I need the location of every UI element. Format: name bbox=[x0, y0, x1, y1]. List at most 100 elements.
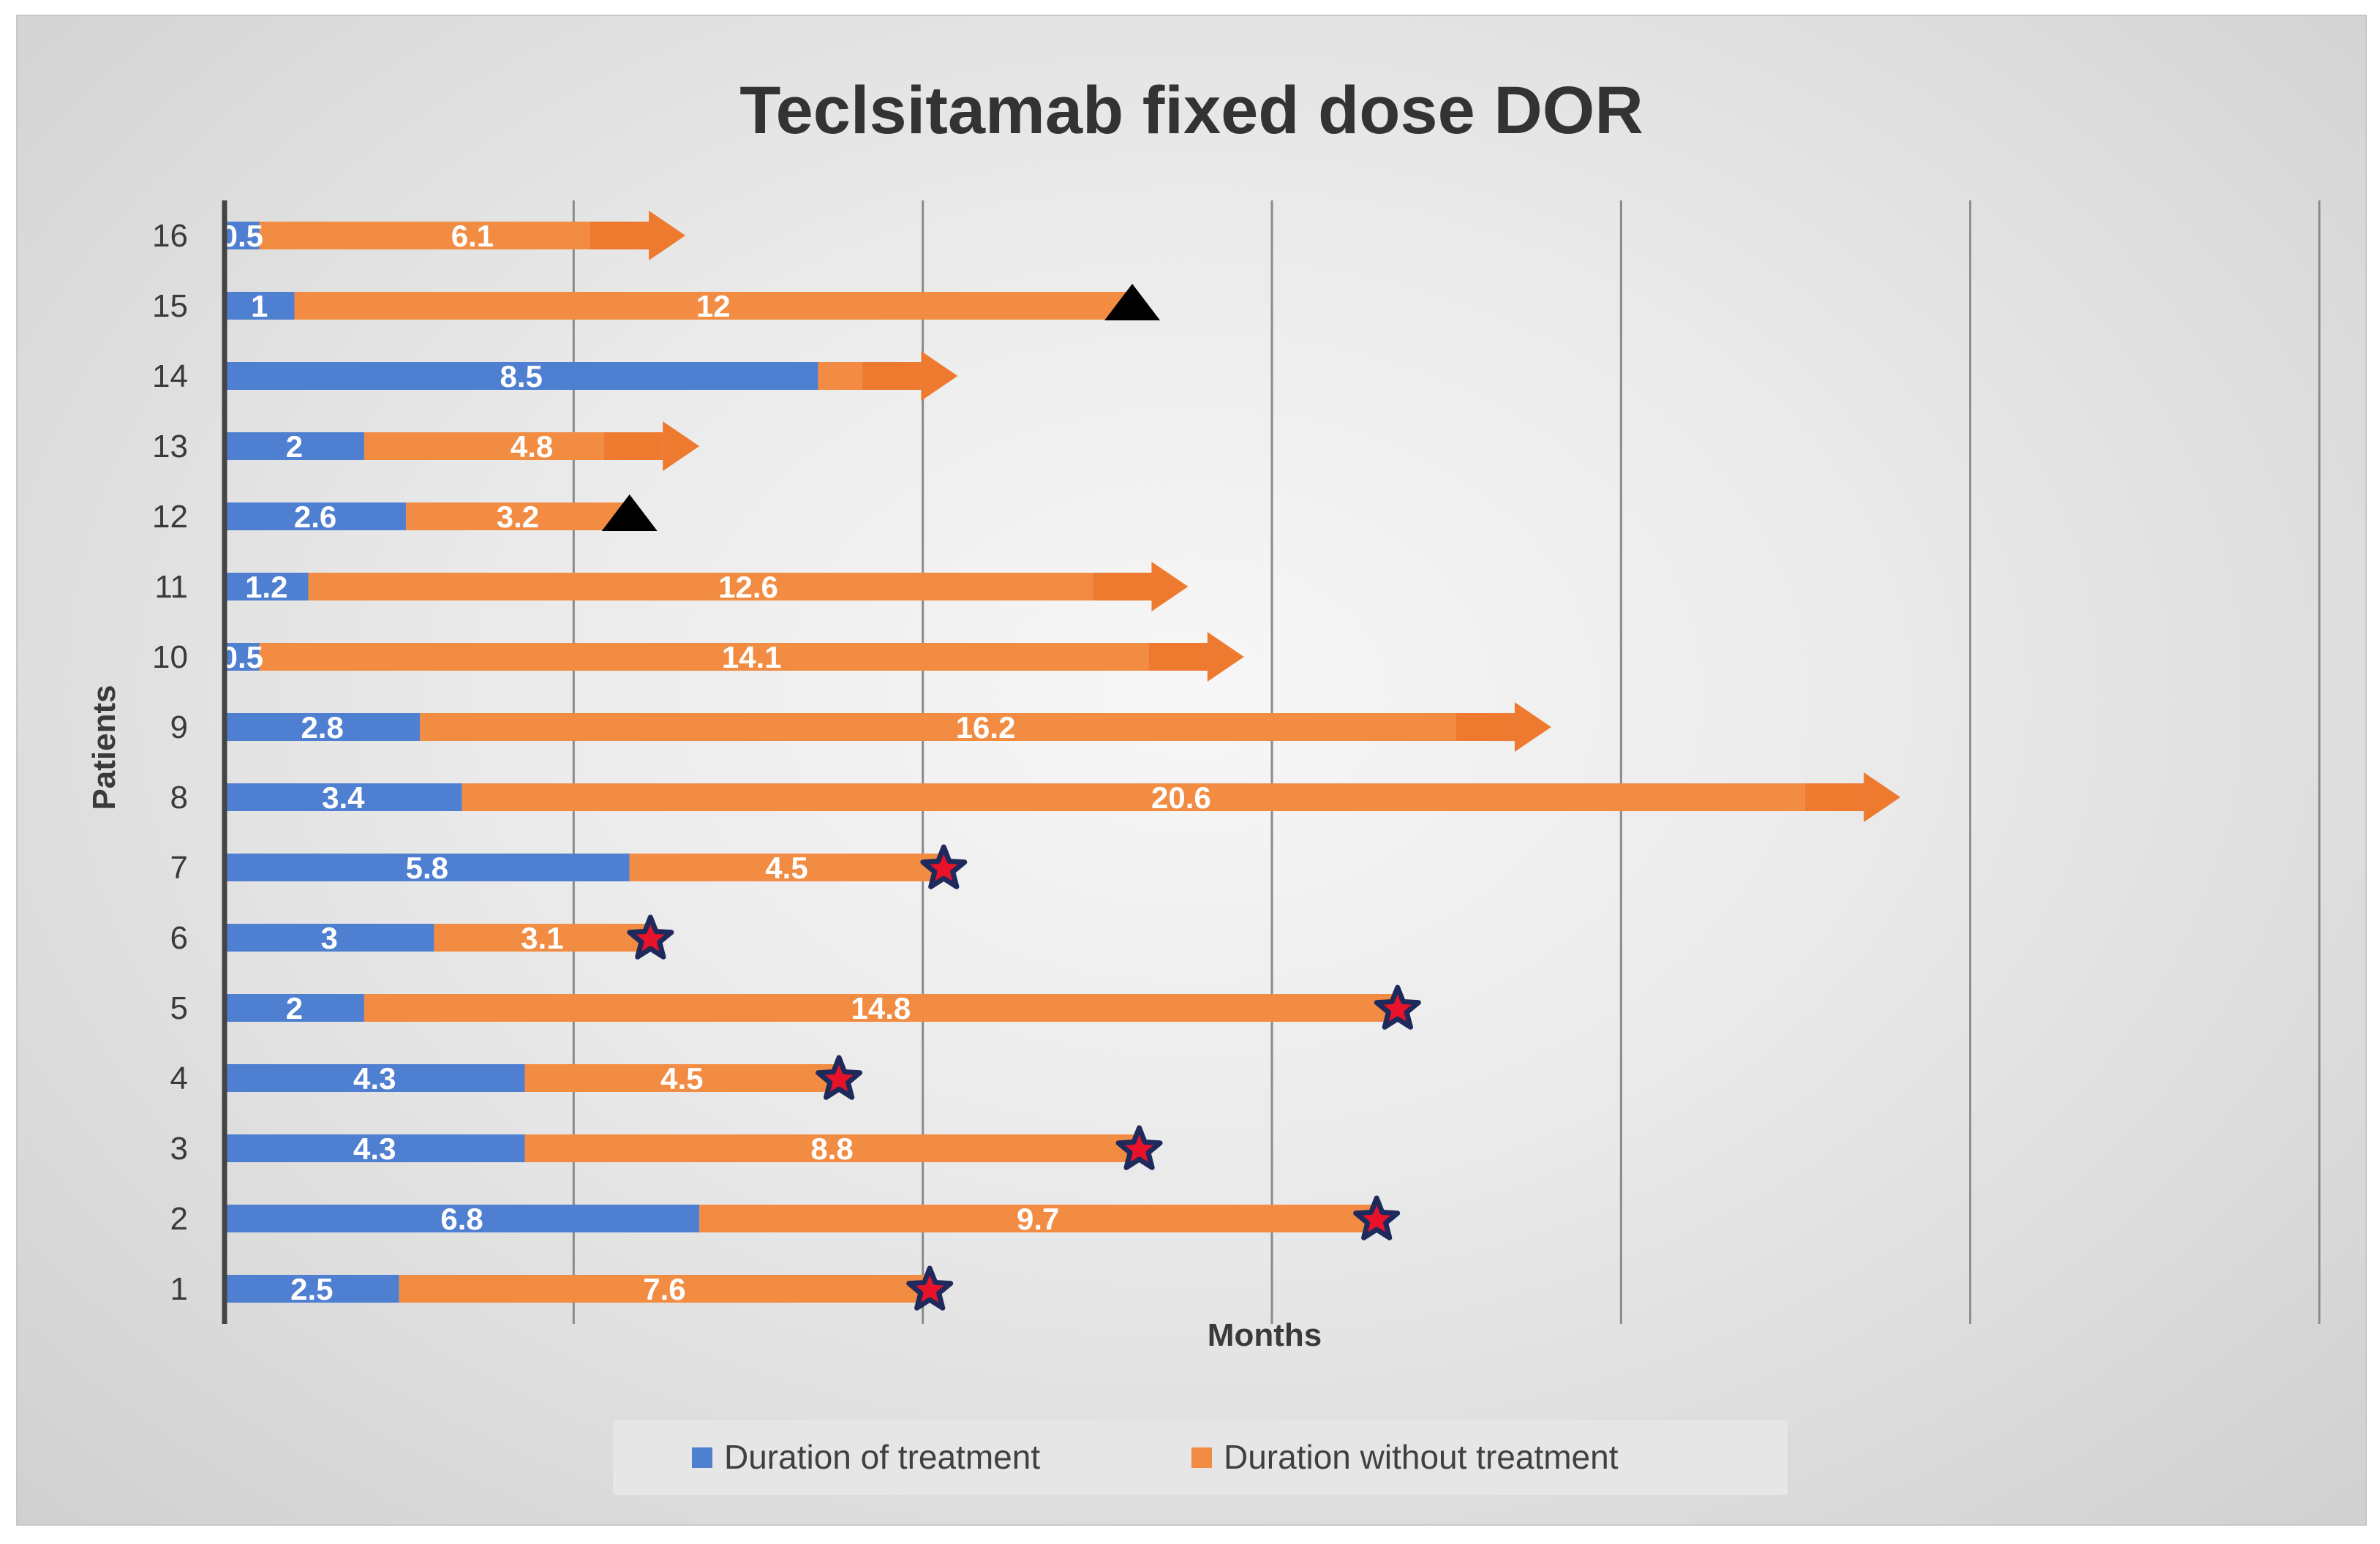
y-tick-label-16: 16 bbox=[152, 218, 188, 254]
data-label-treatment-patient-4: 4.3 bbox=[353, 1061, 396, 1096]
bar-treatment-patient-13 bbox=[225, 432, 364, 460]
triangle-marker-patient-12 bbox=[601, 494, 658, 531]
star-marker-patient-4 bbox=[816, 1055, 863, 1100]
data-label-treatment-patient-12: 2.6 bbox=[294, 500, 336, 534]
chart: Teclsitamab fixed dose DOR 2.5 7.6 6.8 9.7 4… bbox=[86, 73, 2321, 1495]
y-tick-label-9: 9 bbox=[170, 709, 188, 745]
bar-treatment-patient-5 bbox=[225, 994, 364, 1022]
star-marker-patient-3 bbox=[1115, 1125, 1163, 1170]
legend-label-duration-of-treatment: Duration of treatment bbox=[724, 1438, 1040, 1476]
arrow-shaft-patient-9 bbox=[1456, 713, 1515, 741]
data-label-no-treatment-patient-8: 20.6 bbox=[1151, 780, 1211, 815]
y-tick-label-3: 3 bbox=[170, 1131, 188, 1167]
arrow-head-patient-9 bbox=[1514, 702, 1551, 752]
data-label-treatment-patient-16: 0.5 bbox=[221, 219, 263, 253]
y-tick-label-13: 13 bbox=[152, 429, 188, 464]
triangle-marker-patient-15 bbox=[1104, 284, 1161, 320]
y-tick-label-5: 5 bbox=[170, 990, 188, 1026]
data-label-treatment-patient-13: 2 bbox=[286, 429, 303, 464]
bar-treatment-patient-1 bbox=[225, 1275, 399, 1303]
arrow-head-patient-16 bbox=[649, 211, 686, 260]
bar-treatment-patient-12 bbox=[225, 502, 407, 530]
bar-no-treatment-patient-1 bbox=[399, 1275, 930, 1303]
data-label-treatment-patient-14: 8.5 bbox=[500, 359, 543, 393]
bar-treatment-patient-4 bbox=[225, 1064, 525, 1092]
end-markers bbox=[590, 211, 1901, 1311]
data-label-treatment-patient-9: 2.8 bbox=[301, 710, 343, 745]
data-label-no-treatment-patient-6: 3.1 bbox=[521, 921, 563, 955]
bar-treatment-patient-7 bbox=[225, 854, 630, 881]
y-tick-label-7: 7 bbox=[170, 850, 188, 886]
star-marker-patient-1 bbox=[906, 1265, 954, 1311]
arrow-head-patient-13 bbox=[663, 421, 700, 471]
data-label-no-treatment-patient-16: 6.1 bbox=[451, 219, 494, 253]
bar-no-treatment-patient-2 bbox=[699, 1205, 1377, 1232]
data-label-treatment-patient-8: 3.4 bbox=[322, 780, 365, 815]
data-label-treatment-patient-1: 2.5 bbox=[290, 1272, 333, 1306]
chart-title: Teclsitamab fixed dose DOR bbox=[739, 73, 1643, 148]
bar-no-treatment-patient-3 bbox=[524, 1134, 1140, 1162]
bar-no-treatment-patient-4 bbox=[524, 1064, 840, 1092]
arrow-shaft-patient-16 bbox=[590, 222, 649, 249]
data-label-treatment-patient-2: 6.8 bbox=[440, 1202, 483, 1236]
bar-no-treatment-patient-8 bbox=[462, 783, 1864, 811]
data-label-treatment-patient-5: 2 bbox=[286, 991, 303, 1025]
arrow-head-patient-14 bbox=[921, 351, 958, 401]
y-tick-label-15: 15 bbox=[152, 288, 188, 324]
legend-swatch-duration-of-treatment bbox=[692, 1447, 712, 1468]
bar-no-treatment-patient-11 bbox=[308, 573, 1152, 600]
data-label-no-treatment-patient-9: 16.2 bbox=[956, 710, 1016, 745]
bars bbox=[225, 222, 1864, 1303]
chart-frame: Teclsitamab fixed dose DOR 2.5 7.6 6.8 9.7 4… bbox=[16, 15, 2367, 1526]
data-label-no-treatment-patient-4: 4.5 bbox=[660, 1061, 703, 1096]
bar-treatment-patient-11 bbox=[225, 573, 309, 600]
arrow-shaft-patient-13 bbox=[604, 432, 663, 460]
legend-label-duration-without-treatment: Duration without treatment bbox=[1224, 1438, 1619, 1476]
arrow-shaft-patient-10 bbox=[1148, 643, 1208, 671]
bar-treatment-patient-6 bbox=[225, 924, 434, 952]
y-tick-label-12: 12 bbox=[152, 499, 188, 535]
y-tick-label-1: 1 bbox=[170, 1271, 188, 1307]
y-tick-label-14: 14 bbox=[152, 358, 188, 394]
y-tick-label-11: 11 bbox=[154, 569, 188, 605]
bar-treatment-patient-15 bbox=[225, 292, 295, 320]
arrow-shaft-patient-14 bbox=[862, 362, 922, 390]
bar-treatment-patient-3 bbox=[225, 1134, 525, 1162]
data-label-no-treatment-patient-15: 12 bbox=[696, 289, 731, 323]
bar-no-treatment-patient-5 bbox=[364, 994, 1398, 1022]
legend-swatch-duration-without-treatment bbox=[1191, 1447, 1212, 1468]
star-marker-patient-6 bbox=[627, 914, 674, 960]
bar-treatment-patient-14 bbox=[225, 362, 818, 390]
bar-treatment-patient-2 bbox=[225, 1205, 700, 1232]
data-labels: 2.5 7.66.8 9.74.3 8.84.3 4.52 14.83 3.15.8 4.53… bbox=[221, 219, 1211, 1306]
bar-no-treatment-patient-16 bbox=[259, 222, 649, 249]
y-tick-label-2: 2 bbox=[170, 1201, 188, 1237]
y-tick-label-4: 4 bbox=[170, 1061, 188, 1096]
legend: Duration of treatment Duration without t… bbox=[613, 1420, 1788, 1495]
data-label-no-treatment-patient-7: 4.5 bbox=[765, 851, 807, 885]
bar-treatment-patient-16 bbox=[225, 222, 260, 249]
data-label-no-treatment-patient-12: 3.2 bbox=[497, 500, 539, 534]
y-axis-title: Patients bbox=[86, 685, 122, 810]
bar-no-treatment-patient-10 bbox=[259, 643, 1208, 671]
data-label-treatment-patient-11: 1.2 bbox=[245, 570, 287, 604]
data-label-no-treatment-patient-11: 12.6 bbox=[718, 570, 778, 604]
arrow-head-patient-10 bbox=[1207, 632, 1244, 682]
bar-no-treatment-patient-7 bbox=[629, 854, 944, 881]
star-marker-patient-5 bbox=[1374, 984, 1421, 1030]
bar-no-treatment-patient-12 bbox=[406, 502, 630, 530]
data-label-no-treatment-patient-3: 8.8 bbox=[810, 1131, 853, 1166]
arrow-shaft-patient-8 bbox=[1805, 783, 1864, 811]
data-label-treatment-patient-15: 1 bbox=[251, 289, 268, 323]
data-label-treatment-patient-3: 4.3 bbox=[353, 1131, 396, 1166]
arrow-head-patient-11 bbox=[1151, 562, 1189, 611]
bar-no-treatment-patient-15 bbox=[294, 292, 1133, 320]
star-marker-patient-7 bbox=[920, 844, 968, 889]
y-tick-label-8: 8 bbox=[170, 780, 188, 816]
bar-treatment-patient-10 bbox=[225, 643, 260, 671]
data-label-no-treatment-patient-2: 9.7 bbox=[1017, 1202, 1059, 1236]
data-label-no-treatment-patient-5: 14.8 bbox=[851, 991, 911, 1025]
data-label-treatment-patient-7: 5.8 bbox=[406, 851, 448, 885]
arrow-shaft-patient-11 bbox=[1093, 573, 1152, 600]
